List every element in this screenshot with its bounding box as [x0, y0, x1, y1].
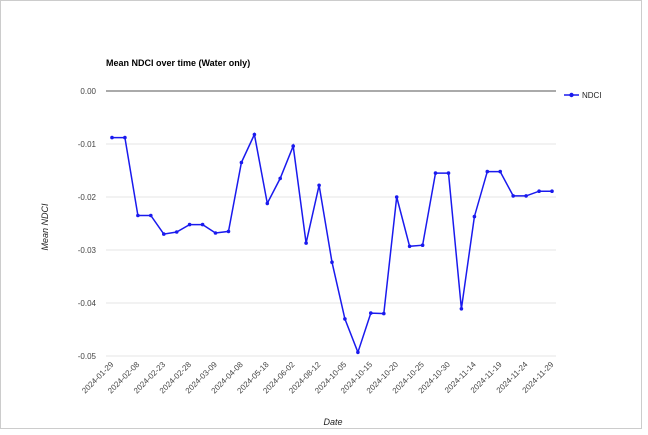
y-tick-labels: 0.00 -0.01 -0.02 -0.03 -0.04 -0.05 [78, 87, 97, 361]
y-tick-label: -0.01 [78, 140, 97, 149]
data-point [330, 260, 334, 265]
data-point [200, 222, 205, 227]
data-point [433, 171, 438, 175]
data-point [213, 231, 218, 235]
data-point [304, 241, 308, 245]
data-point [149, 213, 153, 218]
chart-frame: Mean NDCI over time (Water only) 0.00 -0.… [0, 0, 642, 429]
data-point [369, 311, 373, 315]
chart-title: Mean NDCI over time (Water only) [106, 58, 250, 68]
data-point [420, 243, 425, 247]
data-point [278, 176, 283, 181]
legend-label-ndci: NDCI [582, 91, 602, 100]
data-point [537, 189, 541, 193]
data-point [265, 201, 270, 206]
data-point [110, 135, 114, 140]
data-point [162, 232, 166, 236]
data-point [239, 160, 244, 165]
data-point [356, 350, 360, 355]
data-point [485, 169, 490, 174]
y-tick-label: -0.02 [78, 193, 97, 202]
legend-marker [569, 92, 574, 98]
x-tick-labels: 2024-01-292024-02-082024-02-232024-02-28… [80, 360, 556, 396]
data-point [187, 222, 192, 227]
series-ndci [110, 132, 554, 355]
data-point [472, 214, 477, 219]
line-chart: Mean NDCI over time (Water only) 0.00 -0.… [40, 58, 602, 427]
data-point [343, 317, 347, 321]
data-point [498, 169, 503, 174]
data-point [252, 132, 257, 137]
data-point [226, 229, 231, 234]
data-point [174, 230, 179, 234]
data-point [459, 307, 464, 311]
y-tick-label: 0.00 [80, 87, 96, 96]
data-point [136, 213, 140, 218]
y-axis-label: Mean NDCI [40, 203, 50, 251]
gridlines [106, 90, 556, 357]
legend: NDCI [564, 91, 602, 100]
data-point [407, 244, 412, 249]
x-axis-label: Date [323, 417, 342, 427]
data-point [394, 195, 399, 199]
y-tick-label: -0.03 [78, 246, 97, 255]
series-line-ndci [112, 132, 552, 355]
data-point [446, 171, 451, 175]
data-point [550, 189, 554, 193]
data-point [524, 194, 528, 198]
data-point [511, 194, 515, 198]
data-point [317, 183, 321, 188]
data-point [123, 135, 127, 140]
data-point [382, 311, 386, 316]
y-tick-label: -0.04 [78, 299, 97, 308]
data-point [291, 144, 296, 148]
y-tick-label: -0.05 [78, 352, 97, 361]
